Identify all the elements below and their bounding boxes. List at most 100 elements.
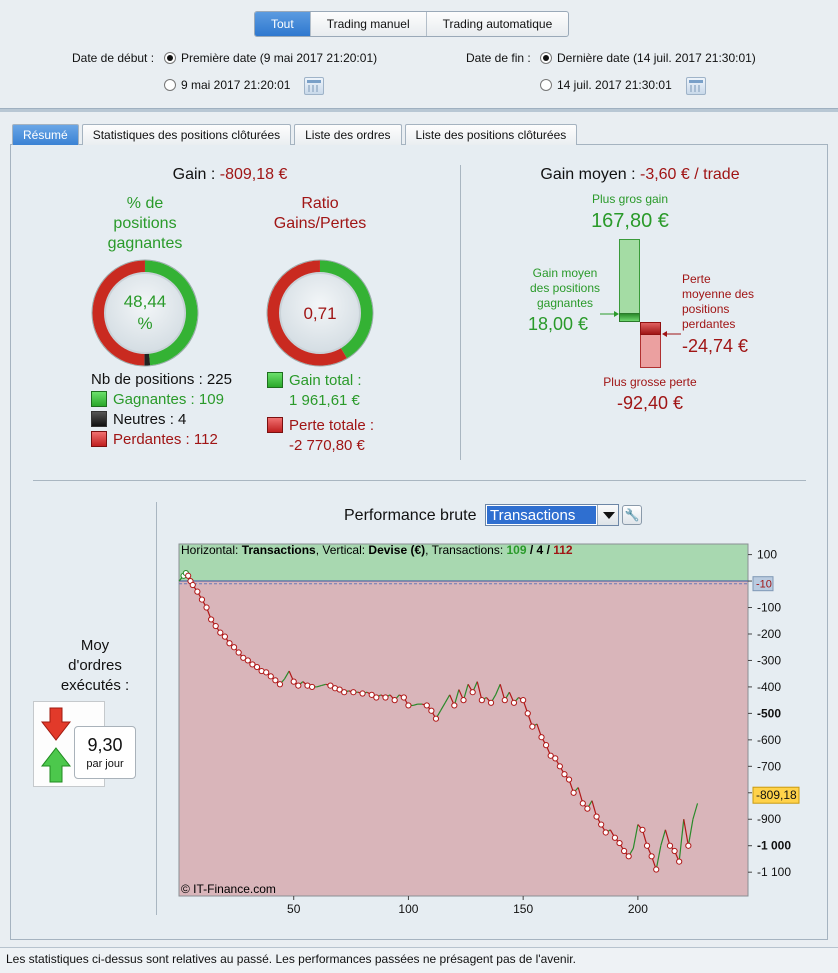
loss-point <box>308 683 316 691</box>
loss-point <box>272 677 279 684</box>
loss-point <box>602 829 609 836</box>
loss-point <box>529 723 536 730</box>
loss-point <box>226 640 233 647</box>
y-tick-label: -600 <box>757 733 781 747</box>
loss-point <box>423 702 430 709</box>
loss-point <box>221 633 228 640</box>
loss-point <box>373 694 380 701</box>
tab-liste-positions[interactable]: Liste des positions clôturées <box>404 124 578 145</box>
y-tick-label: -700 <box>757 759 781 773</box>
end-date-custom-option[interactable]: 14 juil. 2017 21:30:01 <box>540 78 672 92</box>
footer-disclaimer: Les statistiques ci-dessus sont relative… <box>0 947 838 973</box>
chart-info-horizontal: Transactions <box>242 543 316 557</box>
wrench-icon[interactable]: 🔧 <box>622 505 642 525</box>
header-separator <box>0 108 838 112</box>
loss-point <box>336 686 343 693</box>
chart-info-lose: 112 <box>553 543 573 557</box>
tab-tout[interactable]: Tout <box>255 12 311 36</box>
end-date-last-label: Dernière date (14 juil. 2017 21:30:01) <box>557 51 756 65</box>
tab-trading-manuel[interactable]: Trading manuel <box>311 12 427 36</box>
loss-point <box>290 678 297 685</box>
loss-point <box>368 691 375 698</box>
mode-segmented-control: Tout Trading manuel Trading automatique <box>254 11 570 37</box>
avg-gain-bar <box>619 313 640 322</box>
end-date-last-option[interactable]: Dernière date (14 juil. 2017 21:30:01) <box>540 51 756 65</box>
loss-point <box>547 752 554 759</box>
loss-point <box>244 657 251 664</box>
avg-loss-bar <box>640 322 661 335</box>
arrow-right-icon <box>600 311 619 317</box>
chevron-down-icon[interactable] <box>597 505 618 525</box>
loss-point <box>350 689 357 696</box>
green-square-icon <box>91 391 107 407</box>
start-date-custom-option[interactable]: 9 mai 2017 21:20:01 <box>164 78 290 92</box>
loss-point <box>565 776 573 783</box>
chart-info-text: Horizontal: Transactions, Vertical: Devi… <box>181 543 573 557</box>
y-tick-label: -200 <box>757 627 781 641</box>
donut-gain-arc <box>319 260 373 359</box>
series-segment <box>412 703 418 707</box>
plus-gros-gain-label: Plus gros gain <box>591 192 669 206</box>
gain-total: Gain total : 1 961,61 € <box>267 371 362 411</box>
y-tick-label: -300 <box>757 653 781 667</box>
start-date-first-option[interactable]: Première date (9 mai 2017 21:20:01) <box>164 51 377 65</box>
loss-point <box>621 847 628 855</box>
loss-point <box>451 702 458 709</box>
series-segment <box>495 684 501 696</box>
chart-info-sep2: / <box>543 543 553 557</box>
loss-point <box>676 858 683 865</box>
chart-frame <box>178 543 749 897</box>
tab-liste-ordres[interactable]: Liste des ordres <box>294 124 402 145</box>
radio-icon <box>164 79 176 91</box>
loss-point <box>538 734 545 741</box>
pct-winning-value: 48,44 % <box>123 292 167 333</box>
gain-total-value: 1 961,61 € <box>289 392 360 409</box>
losing-count: Perdantes : 112 <box>91 431 218 448</box>
tab-statistiques[interactable]: Statistiques des positions clôturées <box>81 124 292 145</box>
loss-point <box>194 588 201 595</box>
loss-point <box>208 616 215 623</box>
x-tick-label: 150 <box>513 902 533 916</box>
vertical-divider <box>460 165 461 460</box>
loss-point <box>198 596 206 603</box>
orders-value-box: 9,30 par jour <box>74 726 136 779</box>
loss-point <box>570 789 577 796</box>
loss-point <box>432 715 440 722</box>
series-segment <box>316 685 322 688</box>
plus-grosse-perte-label: Plus grosse perte <box>603 375 697 389</box>
start-date-custom-label: 9 mai 2017 21:20:01 <box>181 78 291 92</box>
loss-point <box>341 689 348 696</box>
neutral-count-label: Neutres : 4 <box>113 411 187 428</box>
series-segment <box>655 845 662 870</box>
red-square-icon <box>267 417 283 433</box>
perte-moyenne-label: Perte moyenne des positions perdantes <box>682 272 755 331</box>
loss-point <box>267 673 274 680</box>
loss-point <box>598 821 605 828</box>
tab-trading-automatique[interactable]: Trading automatique <box>442 17 553 31</box>
chart-info-mid: , Vertical: <box>316 543 369 557</box>
y-tick-label: -1 100 <box>757 865 791 879</box>
performance-chart: 1000-100-200-300-400-500-600-700-800-900… <box>178 543 800 916</box>
start-calendar-icon[interactable] <box>304 77 324 95</box>
order-arrows-icon <box>40 707 72 783</box>
loss-point <box>593 813 600 820</box>
loss-point <box>185 572 192 579</box>
current-value-box <box>752 786 800 804</box>
loss-point <box>359 690 366 697</box>
loss-point <box>469 689 476 696</box>
end-calendar-icon[interactable] <box>686 77 706 95</box>
chart-copyright: © IT-Finance.com <box>181 882 276 896</box>
red-square-icon <box>91 431 107 447</box>
perte-moyenne-value: -24,74 € <box>682 336 749 356</box>
end-date-label: Date de fin : <box>466 51 531 65</box>
loss-point <box>400 694 407 701</box>
loss-point <box>671 847 678 855</box>
tab-resume[interactable]: Résumé <box>12 124 79 145</box>
orders-value: 9,30 <box>87 735 123 755</box>
perte-totale-value: -2 770,80 € <box>289 437 365 454</box>
pct-winning-title: % de positions gagnantes <box>107 195 183 252</box>
performance-dropdown[interactable]: Transactions <box>485 504 619 526</box>
chart-info-win: 109 <box>507 543 527 557</box>
start-date-label: Date de début : <box>72 51 155 65</box>
loss-point <box>524 710 531 717</box>
